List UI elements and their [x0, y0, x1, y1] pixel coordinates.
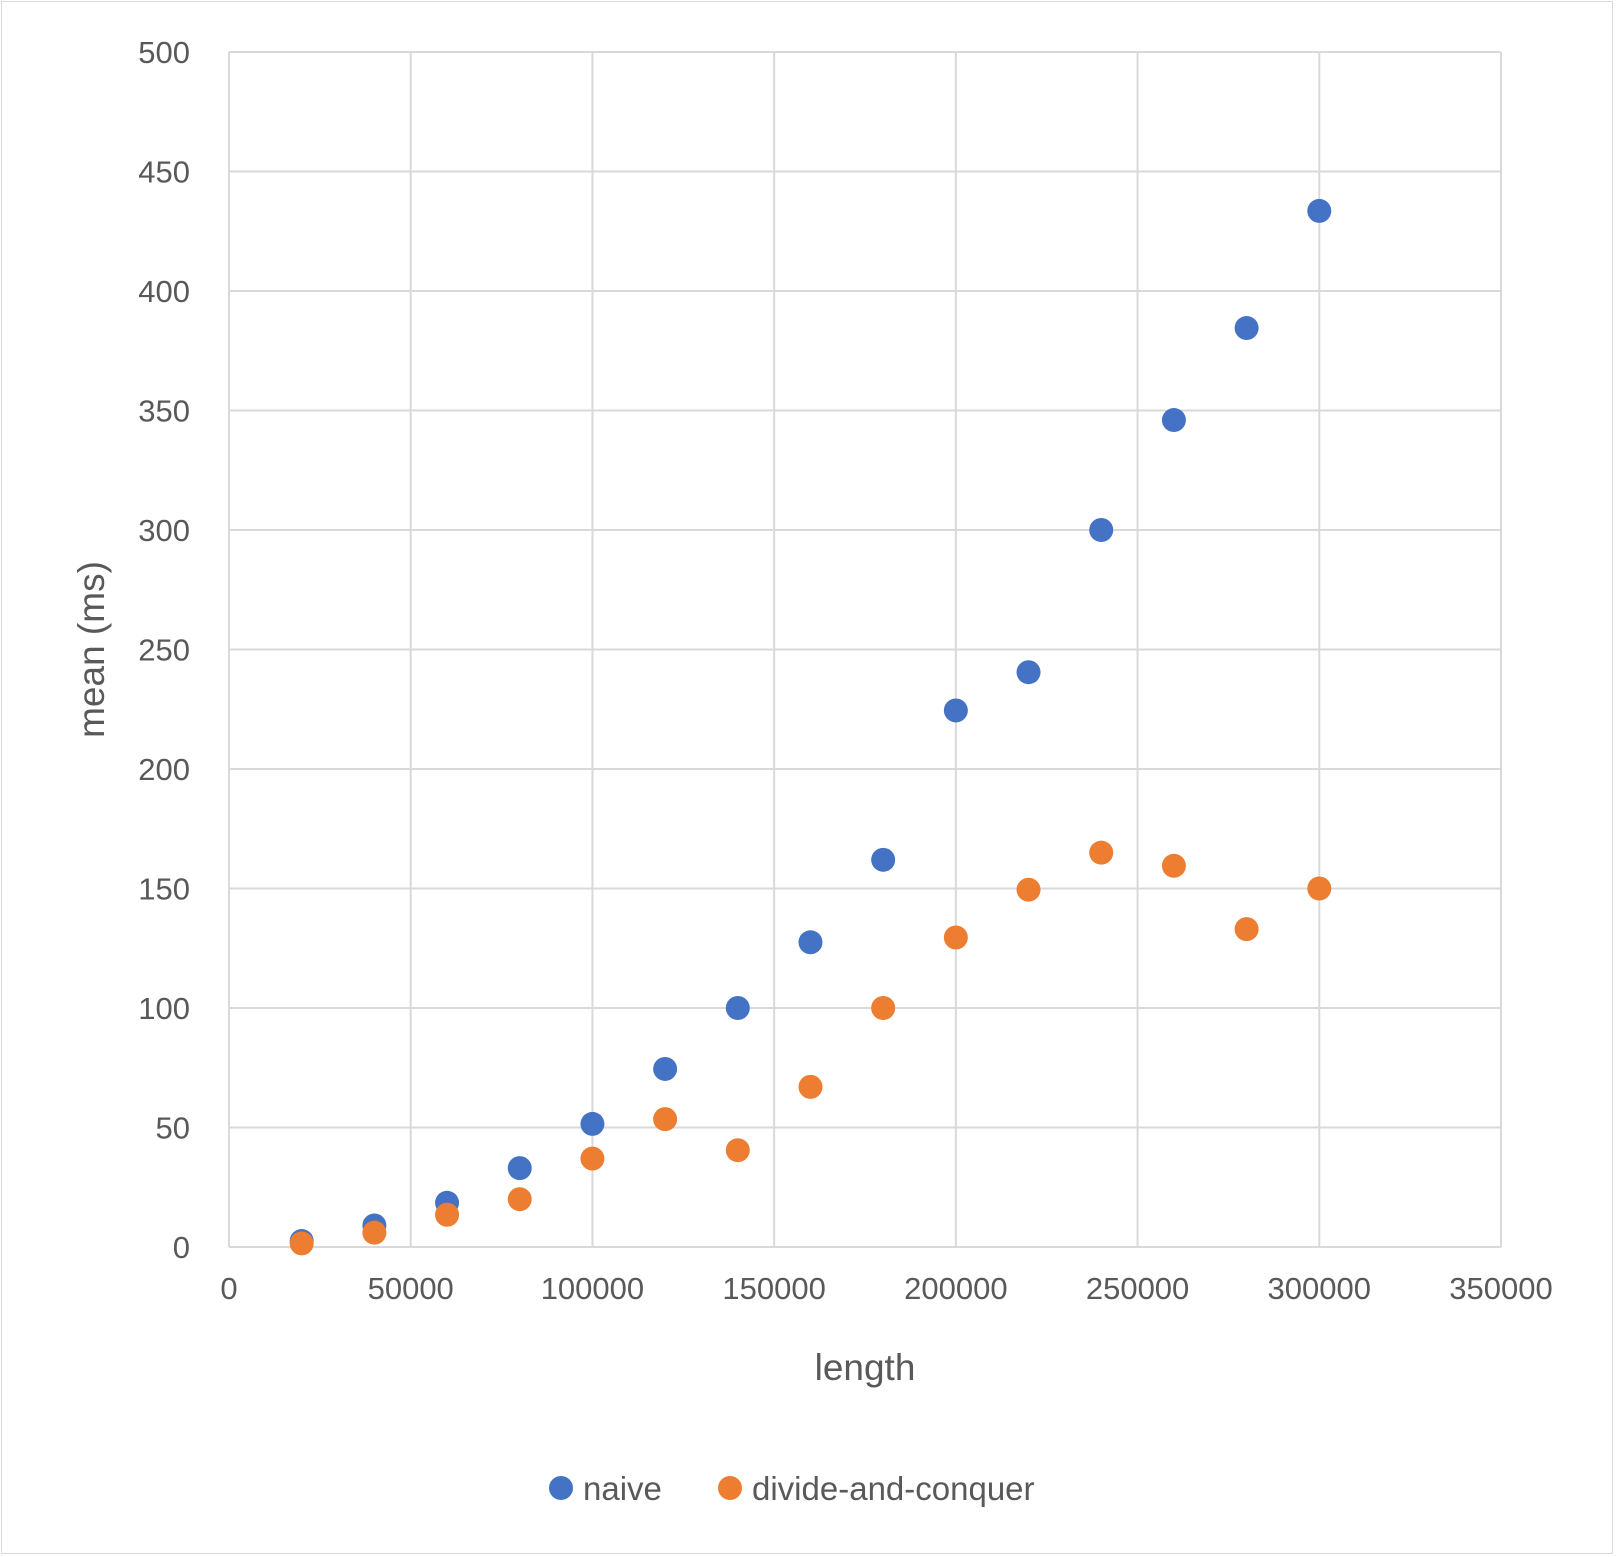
point-divide-and-conquer-9 [943, 925, 968, 950]
x-axis-title: length [815, 1347, 916, 1388]
point-divide-and-conquer-1 [362, 1220, 387, 1245]
data-points [289, 198, 1332, 1256]
y-tick-label: 150 [138, 872, 190, 907]
point-divide-and-conquer-8 [871, 996, 896, 1020]
point-divide-and-conquer-4 [580, 1146, 605, 1171]
y-tick-label: 300 [138, 513, 190, 548]
point-divide-and-conquer-5 [653, 1107, 678, 1132]
legend-marker-divide-and-conquer [718, 1476, 742, 1500]
point-naive-7 [798, 930, 823, 955]
point-divide-and-conquer-10 [1016, 877, 1041, 902]
x-tick-label: 300000 [1268, 1271, 1371, 1306]
point-divide-and-conquer-3 [507, 1187, 532, 1212]
x-tick-label: 150000 [722, 1271, 825, 1306]
legend-label-divide-and-conquer: divide-and-conquer [752, 1470, 1035, 1507]
point-naive-3 [507, 1156, 532, 1181]
point-naive-13 [1234, 316, 1259, 341]
legend-marker-naive [549, 1476, 573, 1500]
point-divide-and-conquer-12 [1161, 853, 1186, 878]
grid-lines [228, 51, 1502, 1248]
point-naive-10 [1016, 660, 1041, 685]
x-tick-label: 50000 [368, 1271, 454, 1306]
x-tick-labels: 0 50000 100000 150000 200000 250000 300000 3500… [220, 1271, 1552, 1306]
point-naive-8 [871, 847, 896, 872]
point-divide-and-conquer-6 [725, 1138, 750, 1163]
y-tick-label: 350 [138, 394, 190, 429]
y-tick-label: 500 [138, 35, 190, 70]
point-naive-4 [580, 1111, 605, 1136]
point-divide-and-conquer-13 [1234, 917, 1259, 942]
point-divide-and-conquer-7 [798, 1074, 823, 1099]
legend: naive divide-and-conquer [549, 1470, 1035, 1507]
y-tick-label: 200 [138, 752, 190, 787]
point-naive-6 [725, 996, 750, 1020]
point-naive-5 [653, 1056, 678, 1081]
x-tick-label: 0 [220, 1271, 237, 1306]
point-divide-and-conquer-11 [1089, 840, 1114, 865]
y-tick-label: 250 [138, 633, 190, 668]
point-divide-and-conquer-2 [435, 1202, 460, 1227]
y-tick-labels: 0 50 100 150 200 250 300 350 400 450 500 [138, 35, 190, 1265]
point-naive-14 [1307, 198, 1332, 223]
x-tick-label: 200000 [904, 1271, 1007, 1306]
x-tick-label: 100000 [541, 1271, 644, 1306]
point-naive-9 [943, 698, 968, 723]
y-tick-label: 450 [138, 155, 190, 190]
y-tick-label: 0 [173, 1230, 190, 1265]
point-divide-and-conquer-14 [1307, 876, 1332, 901]
x-tick-label: 350000 [1449, 1271, 1552, 1306]
y-axis-title: mean (ms) [71, 561, 112, 738]
y-tick-label: 100 [138, 991, 190, 1026]
point-naive-11 [1089, 518, 1114, 542]
legend-label-naive: naive [583, 1470, 662, 1507]
y-tick-label: 400 [138, 274, 190, 309]
y-tick-label: 50 [156, 1111, 190, 1146]
x-tick-label: 250000 [1086, 1271, 1189, 1306]
point-divide-and-conquer-0 [289, 1231, 314, 1256]
point-naive-12 [1161, 408, 1186, 433]
